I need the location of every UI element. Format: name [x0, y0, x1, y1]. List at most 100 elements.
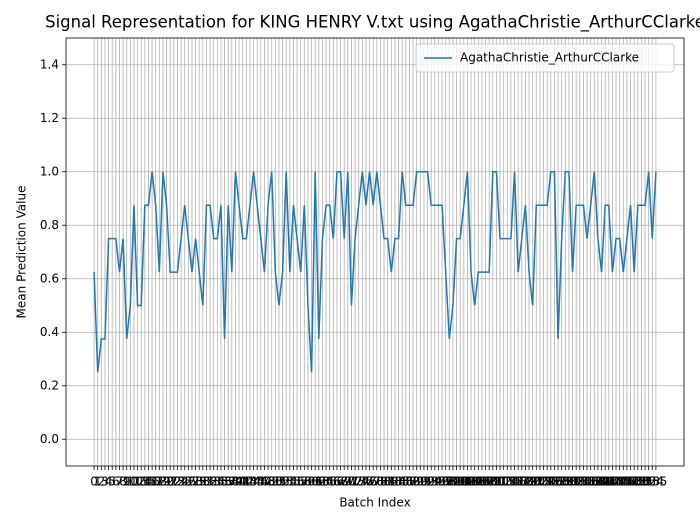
x-tick-label: 74: [355, 475, 370, 489]
x-tick-label: 22: [166, 475, 181, 489]
x-tick-label: 11: [126, 475, 141, 489]
x-tick-label: 65: [322, 475, 337, 489]
x-tick-label: 134: [568, 475, 591, 489]
x-tick-label: 58: [297, 475, 312, 489]
x-tick-label: 152: [634, 475, 657, 489]
y-axis-label: Mean Prediction Value: [15, 186, 29, 319]
x-tick-label: 79: [373, 475, 388, 489]
x-tick-label: 23: [170, 475, 185, 489]
x-tick-label: 28: [188, 475, 203, 489]
x-tick-label: 9: [123, 475, 131, 489]
x-tick-label: 0: [90, 475, 98, 489]
x-tick-label: 141: [594, 475, 617, 489]
y-tick-label: 0.8: [40, 218, 59, 232]
x-tick-label: 153: [637, 475, 660, 489]
legend-box: [415, 43, 675, 73]
x-tick-label: 75: [358, 475, 373, 489]
legend-label: AgathaChristie_ArthurCClarke: [460, 51, 639, 65]
x-tick-label: 133: [565, 475, 588, 489]
x-tick-label: 47: [257, 475, 272, 489]
x-tick-label: 48: [260, 475, 275, 489]
x-tick-label: 142: [597, 475, 620, 489]
x-tick-label: 2: [98, 475, 106, 489]
y-tick-label: 0.6: [40, 271, 59, 285]
x-tick-label: 68: [333, 475, 348, 489]
x-tick-label: 7: [116, 475, 124, 489]
x-tick-label: 149: [623, 475, 646, 489]
x-tick-label: 135: [572, 475, 595, 489]
x-tick-label: 33: [206, 475, 221, 489]
x-tick-label: 88: [405, 475, 420, 489]
x-tick-label: 25: [177, 475, 192, 489]
x-tick-label: 99: [445, 475, 460, 489]
x-tick-label: 39: [228, 475, 243, 489]
x-tick-label: 53: [279, 475, 294, 489]
x-tick-label: 131: [557, 475, 580, 489]
x-tick-label: 143: [601, 475, 624, 489]
x-tick-label: 35: [213, 475, 228, 489]
x-tick-label: 102: [452, 475, 475, 489]
x-tick-label: 118: [510, 475, 533, 489]
x-tick-label: 139: [586, 475, 609, 489]
x-tick-label: 12: [130, 475, 145, 489]
x-tick-label: 146: [612, 475, 635, 489]
x-tick-label: 45: [250, 475, 265, 489]
x-tick-label: 27: [184, 475, 199, 489]
x-tick-label: 3: [101, 475, 109, 489]
x-tick-label: 82: [384, 475, 399, 489]
x-tick-label: 145: [608, 475, 631, 489]
x-tick-label: 104: [460, 475, 483, 489]
grid: [66, 38, 684, 466]
x-tick-label: 106: [467, 475, 490, 489]
x-tick-label: 73: [351, 475, 366, 489]
x-tick-label: 138: [583, 475, 606, 489]
x-tick-label: 31: [199, 475, 214, 489]
x-tick-label: 17: [148, 475, 163, 489]
x-tick-label: 20: [159, 475, 174, 489]
y-tick-label: 1.4: [40, 57, 59, 71]
x-tick-label: 117: [507, 475, 530, 489]
x-tick-label: 132: [561, 475, 584, 489]
x-tick-label: 60: [304, 475, 319, 489]
x-tick-label: 105: [463, 475, 486, 489]
x-tick-label: 26: [181, 475, 196, 489]
x-tick-label: 130: [554, 475, 577, 489]
x-tick-label: 114: [496, 475, 519, 489]
y-tick-label: 1.0: [40, 164, 59, 178]
x-tick-label: 18: [152, 475, 167, 489]
x-tick-label: 94: [427, 475, 442, 489]
x-tick-label: 72: [347, 475, 362, 489]
x-tick-label: 89: [409, 475, 424, 489]
x-tick-label: 57: [293, 475, 308, 489]
x-tick-label: 21: [163, 475, 178, 489]
x-tick-label: 83: [387, 475, 402, 489]
x-tick-label: 29: [192, 475, 207, 489]
x-tick-label: 129: [550, 475, 573, 489]
x-tick-label: 103: [456, 475, 479, 489]
x-tick-label: 40: [231, 475, 246, 489]
x-tick-label: 86: [398, 475, 413, 489]
x-tick-label: 136: [576, 475, 599, 489]
x-tick-label: 70: [340, 475, 355, 489]
x-tick-label: 98: [442, 475, 457, 489]
x-tick-label: 92: [420, 475, 435, 489]
x-tick-label: 55: [286, 475, 301, 489]
x-tick-label: 80: [376, 475, 391, 489]
x-tick-label: 93: [424, 475, 439, 489]
x-tick-label: 110: [481, 475, 504, 489]
x-tick-label: 61: [308, 475, 323, 489]
x-tick-label: 125: [536, 475, 559, 489]
x-tick-label: 101: [449, 475, 472, 489]
x-tick-label: 151: [630, 475, 653, 489]
x-tick-label: 91: [416, 475, 431, 489]
x-tick-label: 77: [366, 475, 381, 489]
x-tick-label: 51: [271, 475, 286, 489]
x-tick-label: 120: [518, 475, 541, 489]
data-line: [93, 171, 657, 373]
x-tick-label: 108: [474, 475, 497, 489]
x-tick-label: 1: [94, 475, 102, 489]
x-tick-label: 137: [579, 475, 602, 489]
x-tick-label: 34: [210, 475, 225, 489]
x-tick-label: 69: [337, 475, 352, 489]
